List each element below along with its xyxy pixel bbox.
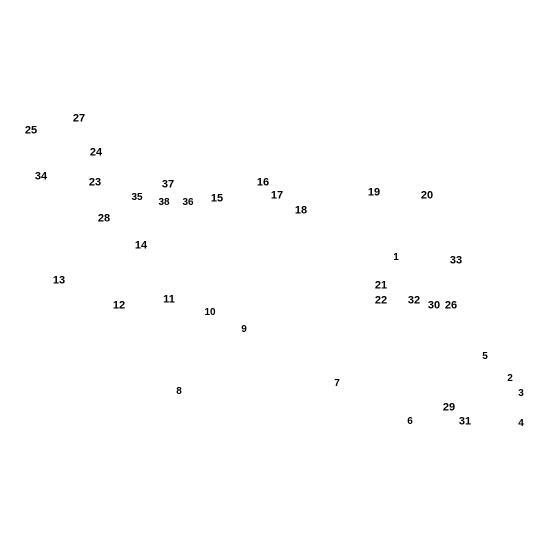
point-label-21: 21 [375, 281, 387, 292]
point-label-11: 11 [163, 295, 175, 306]
point-label-10: 10 [204, 308, 215, 318]
point-label-14: 14 [135, 241, 147, 252]
point-label-27: 27 [73, 114, 85, 125]
point-label-23: 23 [89, 178, 101, 189]
point-label-29: 29 [443, 403, 455, 414]
point-label-31: 31 [459, 417, 471, 428]
point-label-34: 34 [35, 172, 47, 183]
point-label-12: 12 [113, 301, 125, 312]
point-label-38: 38 [158, 198, 169, 208]
point-label-7: 7 [334, 379, 340, 389]
point-label-37: 37 [162, 180, 174, 191]
label-scatter-canvas: 1234567891011121314151617181920212223242… [0, 0, 560, 560]
point-label-13: 13 [53, 276, 65, 287]
point-label-35: 35 [131, 193, 142, 203]
point-label-15: 15 [211, 194, 223, 205]
point-label-25: 25 [25, 126, 37, 137]
point-label-33: 33 [450, 256, 462, 267]
point-label-5: 5 [482, 352, 488, 362]
point-label-30: 30 [428, 301, 440, 312]
point-label-4: 4 [518, 419, 524, 429]
point-label-20: 20 [421, 191, 433, 202]
point-label-26: 26 [445, 301, 457, 312]
point-label-32: 32 [408, 296, 420, 307]
point-label-28: 28 [98, 214, 110, 225]
point-label-36: 36 [182, 198, 193, 208]
point-label-1: 1 [393, 253, 399, 263]
point-label-24: 24 [90, 148, 102, 159]
point-label-3: 3 [518, 389, 524, 399]
point-label-19: 19 [368, 188, 380, 199]
point-label-6: 6 [407, 417, 413, 427]
point-label-17: 17 [271, 191, 283, 202]
point-label-2: 2 [507, 374, 513, 384]
point-label-16: 16 [257, 178, 269, 189]
point-label-8: 8 [176, 387, 182, 397]
point-label-9: 9 [241, 325, 247, 335]
point-label-18: 18 [295, 206, 307, 217]
point-label-22: 22 [375, 296, 387, 307]
